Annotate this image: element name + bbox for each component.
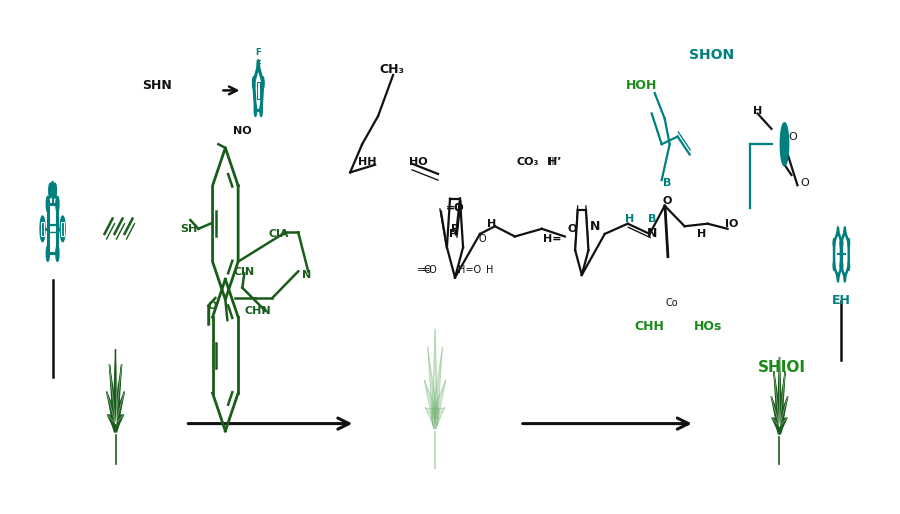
Text: F: F (256, 48, 261, 57)
Circle shape (56, 196, 58, 212)
Circle shape (837, 273, 839, 282)
Text: F: F (256, 60, 261, 69)
Text: HOH: HOH (626, 79, 657, 92)
Polygon shape (433, 347, 443, 425)
Text: ClA: ClA (268, 229, 289, 239)
Polygon shape (434, 380, 446, 429)
Circle shape (49, 183, 51, 198)
Polygon shape (112, 350, 118, 424)
Polygon shape (115, 415, 123, 432)
Text: N: N (302, 270, 310, 280)
Polygon shape (779, 418, 788, 434)
Polygon shape (425, 408, 436, 429)
Polygon shape (771, 396, 780, 434)
Circle shape (841, 257, 842, 265)
Text: H=O: H=O (458, 265, 482, 275)
Circle shape (255, 104, 256, 117)
Text: HO: HO (409, 157, 428, 167)
Text: H: H (487, 218, 497, 229)
Circle shape (840, 262, 842, 270)
Polygon shape (110, 364, 118, 429)
Text: N: N (590, 220, 600, 233)
Text: =O: =O (422, 265, 438, 275)
Text: H: H (753, 106, 762, 116)
Text: =O: =O (446, 204, 464, 213)
Text: HOs: HOs (693, 320, 722, 333)
Text: SH: SH (180, 224, 197, 234)
Text: O: O (567, 224, 577, 234)
Text: SHN: SHN (142, 79, 172, 92)
Circle shape (780, 123, 788, 166)
Polygon shape (428, 347, 437, 425)
Text: O: O (663, 196, 672, 206)
Text: B: B (647, 213, 656, 224)
Text: SHIOI: SHIOI (758, 360, 806, 375)
Text: O: O (478, 234, 486, 244)
Text: Co: Co (665, 298, 678, 308)
Circle shape (837, 227, 839, 236)
Polygon shape (778, 396, 788, 434)
Text: ClN: ClN (234, 267, 255, 278)
Text: H’: H’ (548, 157, 562, 167)
Polygon shape (113, 364, 122, 429)
Text: SHON: SHON (689, 47, 734, 62)
Text: =O: =O (418, 265, 433, 275)
Text: P: P (449, 229, 457, 239)
Text: CO₃: CO₃ (517, 157, 539, 167)
Polygon shape (778, 371, 785, 431)
Circle shape (60, 216, 65, 242)
Circle shape (46, 196, 50, 212)
Polygon shape (774, 371, 781, 431)
Text: P: P (451, 224, 459, 234)
Circle shape (54, 183, 57, 198)
Circle shape (40, 216, 45, 242)
Text: H: H (626, 213, 634, 224)
Text: =O: =O (447, 204, 463, 213)
Text: B: B (663, 178, 672, 188)
Text: O: O (208, 301, 217, 310)
Text: IO: IO (724, 218, 738, 229)
Polygon shape (435, 408, 445, 429)
Polygon shape (107, 415, 116, 432)
Polygon shape (772, 418, 779, 434)
Polygon shape (114, 392, 124, 432)
Text: CHN: CHN (245, 306, 272, 316)
Circle shape (262, 77, 264, 89)
Circle shape (833, 238, 835, 247)
Circle shape (841, 262, 842, 270)
Polygon shape (432, 329, 438, 418)
Text: H’: H’ (546, 157, 557, 167)
Circle shape (260, 104, 262, 117)
Circle shape (844, 227, 846, 236)
Circle shape (257, 60, 259, 71)
Text: HH: HH (358, 157, 376, 167)
Circle shape (844, 273, 846, 282)
Text: H=: H= (543, 234, 561, 244)
Text: H: H (486, 265, 493, 275)
Text: CH₃: CH₃ (380, 63, 405, 77)
Circle shape (840, 238, 842, 247)
Circle shape (253, 77, 255, 89)
Polygon shape (106, 392, 117, 432)
Polygon shape (424, 380, 436, 429)
Circle shape (841, 244, 842, 252)
Text: CHH: CHH (634, 320, 664, 333)
Text: NO: NO (233, 126, 252, 136)
Circle shape (833, 262, 835, 270)
Text: O: O (800, 178, 809, 188)
Text: H: H (697, 229, 706, 239)
Circle shape (848, 238, 850, 247)
Circle shape (56, 246, 58, 261)
Text: O: O (788, 132, 796, 141)
Circle shape (46, 246, 50, 261)
Circle shape (848, 262, 850, 270)
Polygon shape (777, 357, 782, 426)
Text: N: N (646, 227, 657, 241)
Text: EH: EH (832, 294, 850, 307)
Circle shape (841, 238, 842, 247)
Circle shape (51, 181, 54, 197)
